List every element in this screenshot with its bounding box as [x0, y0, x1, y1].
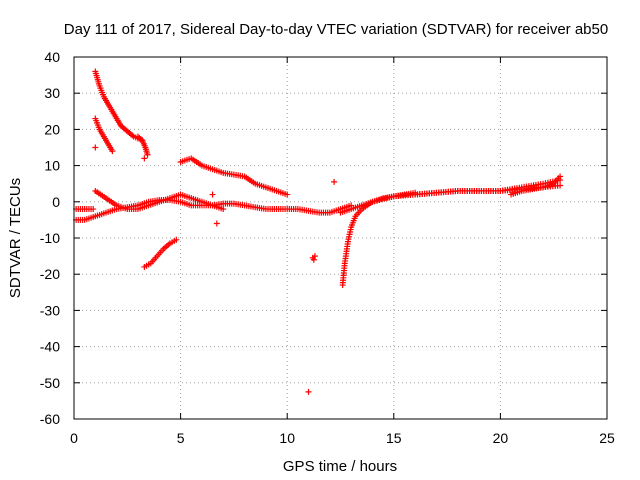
- chart-title: Day 111 of 2017, Sidereal Day-to-day VTE…: [64, 21, 608, 38]
- grid: [74, 57, 607, 419]
- y-tick-label: 30: [44, 85, 60, 101]
- data-point: [209, 191, 216, 198]
- y-tick-label: -50: [40, 375, 60, 391]
- y-tick-label: 40: [44, 49, 60, 65]
- data-point: [311, 253, 318, 260]
- y-tick-label: -30: [40, 302, 60, 318]
- x-tick-label: 0: [70, 430, 78, 446]
- series-arc-4: [141, 236, 180, 270]
- data-point: [173, 236, 180, 243]
- series-arc-3: [134, 133, 151, 158]
- series-arc-5: [73, 196, 355, 223]
- x-tick-label: 5: [177, 430, 185, 446]
- data-point: [92, 144, 99, 151]
- series-outliers: [92, 144, 338, 395]
- y-tick-label: 0: [52, 194, 60, 210]
- data-point: [557, 182, 564, 189]
- data-points: [73, 68, 564, 395]
- y-axis-label: SDTVAR / TECUs: [7, 178, 24, 298]
- data-point: [109, 148, 116, 155]
- y-tick-label: -10: [40, 230, 60, 246]
- data-point: [90, 206, 97, 213]
- x-tick-label: 20: [493, 430, 509, 446]
- x-tick-label: 15: [386, 430, 402, 446]
- data-point: [310, 256, 317, 263]
- series-arc-11: [412, 177, 564, 198]
- x-axis-label: GPS time / hours: [283, 458, 397, 475]
- data-point: [141, 155, 148, 162]
- data-point: [213, 220, 220, 227]
- y-tick-label: -60: [40, 411, 60, 427]
- series-arc-2: [92, 115, 116, 155]
- x-tick-label: 10: [279, 430, 295, 446]
- series-arc-7: [92, 187, 227, 213]
- y-tick-label: 10: [44, 158, 60, 174]
- data-point: [144, 151, 151, 158]
- series-arc-6: [73, 206, 97, 213]
- x-tick-label: 25: [599, 430, 615, 446]
- data-point: [305, 388, 312, 395]
- series-arc-8: [177, 155, 291, 198]
- data-point: [284, 191, 291, 198]
- data-point: [220, 206, 227, 213]
- series-arc-12: [508, 173, 564, 198]
- plot-frame: [73, 56, 608, 420]
- tick-labels: 0 5 10 15 20 25 -60 -50 -40 -30 -20 -10 0 10 20 30 40: [40, 49, 615, 446]
- data-point: [331, 178, 338, 185]
- y-tick-label: -40: [40, 339, 60, 355]
- y-tick-label: 20: [44, 121, 60, 137]
- data-point: [557, 173, 564, 180]
- y-tick-label: -20: [40, 266, 60, 282]
